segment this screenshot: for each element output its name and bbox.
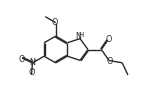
Text: O: O [106, 57, 113, 66]
Text: O: O [105, 35, 112, 44]
Text: O: O [19, 55, 25, 64]
Text: N: N [30, 58, 35, 67]
Text: ⁻: ⁻ [32, 68, 35, 74]
Text: +: + [33, 58, 38, 63]
Text: O: O [28, 68, 35, 77]
Text: H: H [78, 31, 83, 38]
Text: O: O [52, 18, 58, 27]
Text: N: N [75, 32, 81, 41]
